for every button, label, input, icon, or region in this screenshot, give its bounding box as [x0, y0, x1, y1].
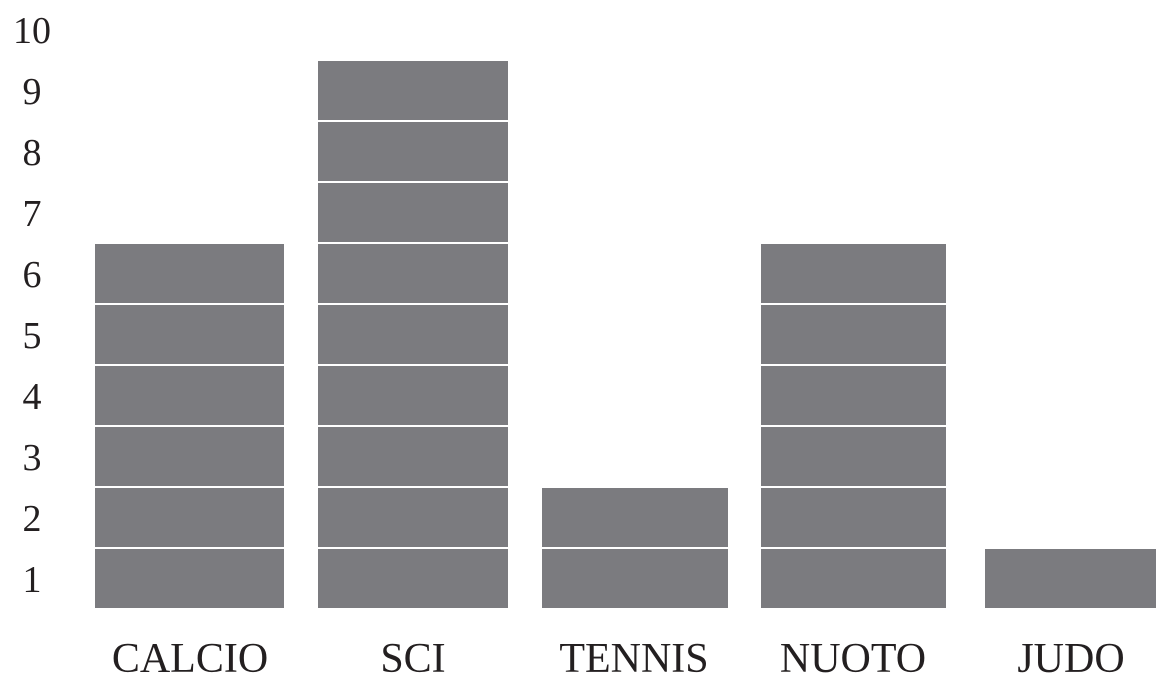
- y-tick-label: 4: [23, 376, 42, 418]
- y-tick-label: 2: [23, 498, 42, 540]
- bar-unit-block: [318, 183, 508, 242]
- y-tick-label: 8: [23, 132, 42, 174]
- bar-unit-block: [761, 244, 946, 303]
- bar-unit-block: [318, 427, 508, 486]
- bar-sci: [318, 61, 508, 608]
- bar-unit-block: [985, 549, 1156, 608]
- bar-unit-block: [761, 549, 946, 608]
- bar-unit-block: [761, 488, 946, 547]
- category-label: TENNIS: [559, 636, 708, 675]
- y-axis-ticks: 1 2 3 4 5 6 7 8 9 10: [13, 10, 51, 601]
- bar-unit-block: [95, 305, 284, 364]
- bar-tennis: [542, 488, 728, 608]
- category-label: SCI: [380, 636, 445, 675]
- bar-unit-block: [761, 427, 946, 486]
- y-tick-label: 7: [23, 193, 42, 235]
- bar-unit-block: [318, 366, 508, 425]
- category-label: NUOTO: [780, 636, 926, 675]
- bars: [95, 61, 1156, 608]
- bar-unit-block: [95, 427, 284, 486]
- y-tick-label: 3: [23, 437, 42, 479]
- bar-nuoto: [761, 244, 946, 608]
- x-axis-categories: CALCIO SCI TENNIS NUOTO JUDO: [112, 636, 1125, 675]
- bar-unit-block: [318, 122, 508, 181]
- y-tick-label: 1: [23, 559, 42, 601]
- bar-unit-block: [318, 549, 508, 608]
- bar-unit-block: [95, 549, 284, 608]
- bar-unit-block: [318, 244, 508, 303]
- category-label: JUDO: [1017, 636, 1124, 675]
- y-tick-label: 5: [23, 315, 42, 357]
- bar-unit-block: [542, 488, 728, 547]
- bar-judo: [985, 549, 1156, 608]
- bar-calcio: [95, 244, 284, 608]
- bar-unit-block: [761, 305, 946, 364]
- bar-unit-block: [318, 488, 508, 547]
- y-tick-label: 10: [13, 10, 51, 52]
- y-tick-label: 9: [23, 71, 42, 113]
- bar-unit-block: [542, 549, 728, 608]
- y-tick-label: 6: [23, 254, 42, 296]
- bar-unit-block: [95, 244, 284, 303]
- bar-unit-block: [318, 61, 508, 120]
- bar-unit-block: [761, 366, 946, 425]
- bar-unit-block: [95, 366, 284, 425]
- bar-unit-block: [95, 488, 284, 547]
- category-label: CALCIO: [112, 636, 268, 675]
- bar-unit-block: [318, 305, 508, 364]
